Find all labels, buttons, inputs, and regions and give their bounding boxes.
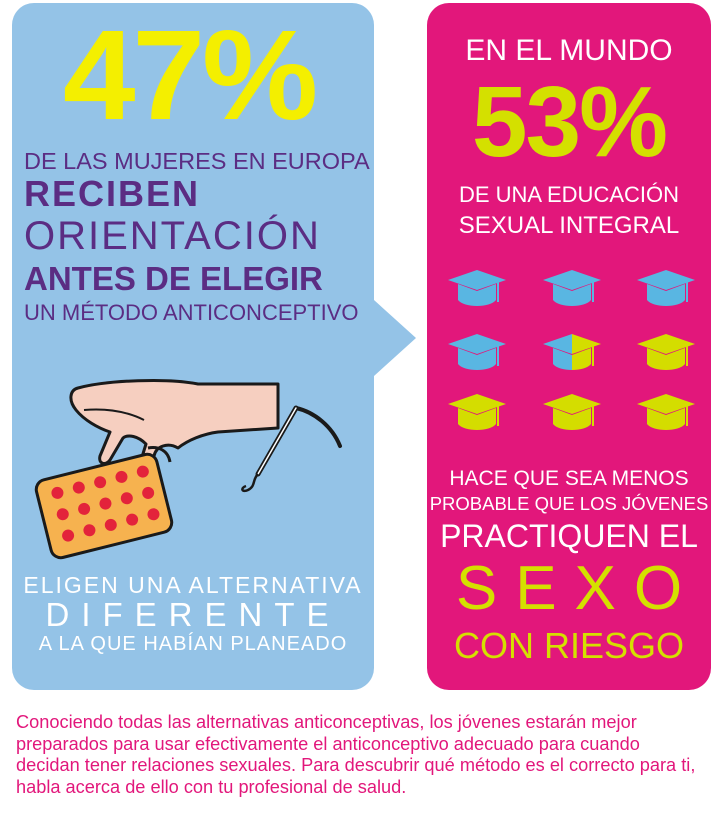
europe-text-line4: ANTES DE ELEGIR [24, 260, 323, 297]
europe-bottom-line1: ELIGEN UNA ALTERNATIVA [23, 572, 363, 598]
world-bottom-line1: HACE QUE SEA MENOS [449, 467, 689, 490]
europe-text-line5: UN MÉTODO ANTICONCEPTIVO [24, 300, 359, 325]
europe-panel [12, 3, 374, 690]
world-text-line2: SEXUAL INTEGRAL [458, 212, 680, 239]
graduation-cap-icon [448, 394, 506, 430]
iud-icon [241, 405, 342, 493]
europe-text-line3: ORIENTACIÓN [24, 214, 321, 258]
graduation-cap-half-icon [543, 334, 601, 370]
europe-bottom-line3: A LA QUE HABÍAN PLANEADO [38, 633, 348, 655]
graduation-cap-icon [637, 394, 695, 430]
europe-stat: 47% [62, 4, 318, 147]
hand-pill-pack-illustration [34, 379, 280, 560]
world-bottom-line5: CON RIESGO [453, 625, 685, 666]
graduation-cap-icon [448, 334, 506, 370]
arrow-right-icon [374, 300, 416, 376]
world-heading: EN EL MUNDO [465, 34, 673, 67]
world-bottom-line3: PRACTIQUEN EL [440, 518, 698, 554]
footer-text: Conociendo todas las alternativas antico… [16, 712, 696, 797]
graduation-cap-icon [637, 334, 695, 370]
world-bottom-line2: PROBABLE QUE LOS JÓVENES [429, 493, 709, 514]
europe-text-line2: RECIBEN [24, 173, 201, 214]
world-stat: 53% [471, 66, 668, 178]
world-text-line1: DE UNA EDUCACIÓN [458, 182, 680, 207]
graduation-cap-icon [448, 270, 506, 306]
graduation-cap-icon [637, 270, 695, 306]
europe-bottom-line2: DIFERENTE [45, 596, 341, 633]
europe-text-line1: DE LAS MUJERES EN EUROPA [24, 148, 370, 174]
graduation-cap-icon [543, 394, 601, 430]
world-bottom-line4: SEXO [455, 554, 701, 623]
graduation-cap-icon [543, 270, 601, 306]
